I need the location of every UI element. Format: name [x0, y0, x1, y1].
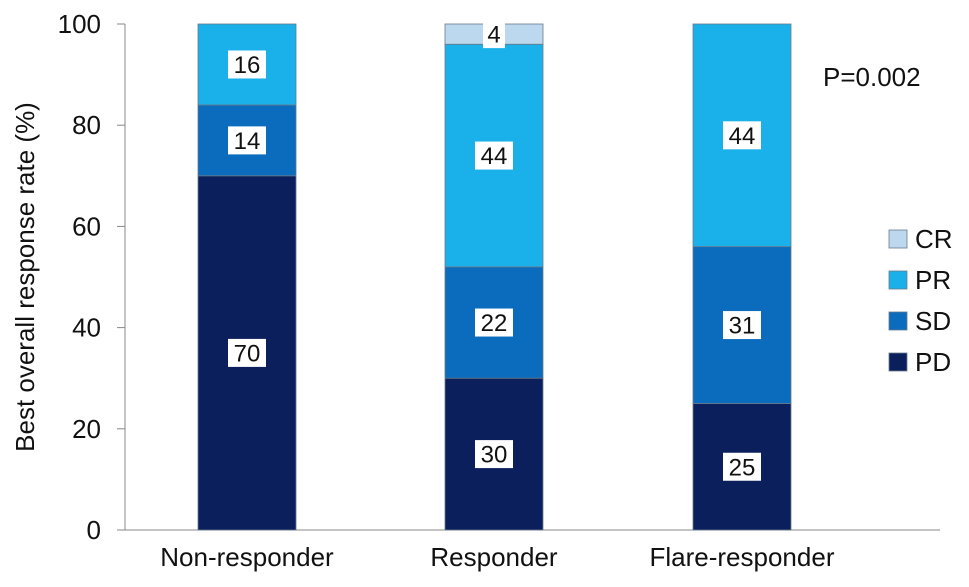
- data-label: 14: [234, 128, 261, 155]
- legend: CR PR SD PD: [888, 224, 953, 377]
- data-label-box: [723, 311, 761, 340]
- data-label-box: [228, 50, 266, 79]
- data-label-box: [723, 452, 761, 481]
- legend-label: PR: [915, 265, 951, 295]
- y-tick-label: 40: [72, 313, 101, 343]
- legend-label: PD: [915, 347, 951, 377]
- bars: [197, 23, 792, 531]
- x-tick-label: Non-responder: [160, 542, 334, 572]
- data-label: 22: [481, 310, 508, 337]
- y-tick-label: 0: [87, 515, 101, 545]
- legend-label: CR: [915, 224, 953, 254]
- axes: 0 20 40 60 80 100 Non-responder Responder Flare-…: [58, 9, 940, 572]
- data-label: 16: [234, 52, 261, 79]
- data-label-box: [723, 121, 761, 150]
- data-label-box: [475, 141, 513, 170]
- legend-swatch-pr: [888, 270, 908, 290]
- legend-swatch-sd: [888, 311, 908, 331]
- data-label: 70: [234, 340, 261, 367]
- data-label: 25: [729, 454, 756, 481]
- y-tick-label: 80: [72, 110, 101, 140]
- y-tick-label: 60: [72, 211, 101, 241]
- x-tick-label: Responder: [430, 542, 558, 572]
- y-tick-label: 100: [58, 9, 101, 39]
- legend-swatch-cr: [888, 229, 908, 249]
- p-value-annotation: P=0.002: [823, 62, 921, 92]
- data-label-box: [475, 308, 513, 337]
- data-label: 44: [481, 143, 508, 170]
- data-label: 44: [729, 123, 756, 150]
- x-tick-label: Flare-responder: [650, 542, 835, 572]
- y-tick-label: 20: [72, 414, 101, 444]
- y-axis-label: Best overall response rate (%): [10, 102, 40, 452]
- data-label: 4: [487, 22, 500, 49]
- data-label: 31: [729, 313, 756, 340]
- legend-label: SD: [915, 306, 951, 336]
- data-label-box: [228, 126, 266, 155]
- data-label-box: [475, 440, 513, 469]
- data-label-box: [228, 338, 266, 367]
- legend-swatch-pd: [888, 352, 908, 372]
- data-label-box: [483, 20, 505, 49]
- data-label: 30: [481, 442, 508, 469]
